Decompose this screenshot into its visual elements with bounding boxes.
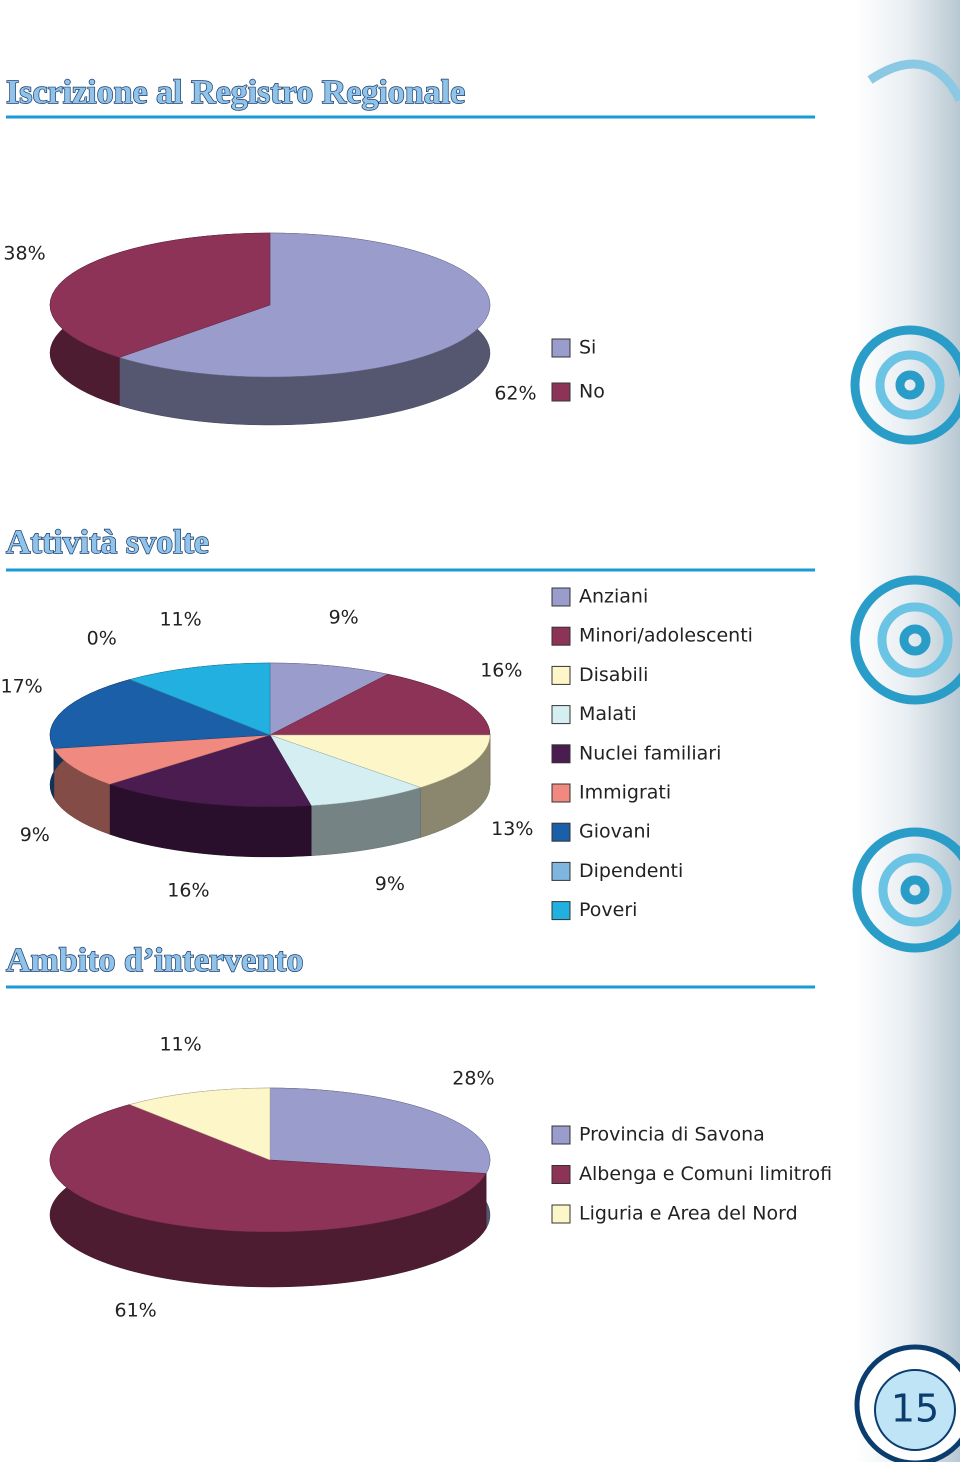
pie-slice [49, 232, 271, 358]
value-label: 9% [20, 824, 50, 846]
pie-slice [128, 1087, 271, 1161]
legend-label: Dipendenti [579, 860, 683, 882]
value-label: 9% [375, 873, 405, 895]
legend-label: Giovani [579, 821, 651, 843]
value-label: 16% [167, 880, 209, 902]
value-label: 13% [491, 818, 533, 840]
legend-label: No [579, 381, 605, 403]
pie-slice [108, 734, 312, 808]
section-title: Attività svolte [6, 524, 209, 561]
value-label: 0% [87, 628, 117, 650]
legend-swatch [551, 705, 571, 725]
pie-slice [49, 679, 271, 749]
pie-slice [269, 662, 389, 736]
legend-swatch [551, 822, 571, 842]
pie [49, 1087, 491, 1288]
pie-slice [53, 734, 271, 785]
legend-swatch [551, 861, 571, 881]
legend-label: Albenga e Comuni limitrofi [579, 1163, 832, 1185]
value-label: 9% [329, 606, 359, 628]
legend-swatch [551, 744, 571, 764]
legend-label: Immigrati [579, 782, 671, 804]
legend-label: Anziani [579, 586, 648, 608]
legend-label: Provincia di Savona [579, 1124, 765, 1146]
legend-swatch [551, 1165, 571, 1184]
pie-slice [49, 1104, 487, 1233]
legend-swatch [551, 901, 571, 921]
legend-label: Liguria e Area del Nord [579, 1203, 798, 1225]
legend-swatch [551, 587, 571, 607]
pie-slice [269, 734, 422, 806]
decoration-strip [850, 0, 960, 1462]
value-label: 16% [480, 660, 522, 682]
legend-label: Nuclei familiari [579, 742, 721, 764]
value-label: 11% [159, 1033, 201, 1055]
legend-label: Poveri [579, 899, 637, 921]
page-number: 15 [891, 1387, 939, 1431]
value-label: 28% [452, 1067, 494, 1089]
value-label: 11% [159, 608, 201, 630]
legend-swatch [551, 783, 571, 803]
pie-slice [269, 673, 491, 736]
value-label: 38% [3, 242, 45, 264]
pie-slice [118, 232, 491, 378]
pie [49, 232, 491, 426]
pie-slice [269, 734, 491, 788]
legend-label: Si [579, 337, 596, 359]
pie-slice [269, 1087, 491, 1174]
legend-swatch [551, 338, 571, 358]
section-title: Iscrizione al Registro Regionale [6, 74, 465, 111]
value-label: 17% [0, 676, 42, 698]
legend-label: Minori/adolescenti [579, 625, 753, 647]
legend-swatch [551, 626, 571, 646]
pie [49, 662, 491, 858]
value-label: 61% [114, 1300, 156, 1322]
value-label: 62% [494, 383, 536, 405]
section-title: Ambito d’intervento [6, 942, 303, 979]
legend-swatch [551, 382, 571, 402]
legend-swatch [551, 1125, 571, 1145]
legend-swatch [551, 1204, 571, 1224]
legend-label: Disabili [579, 664, 648, 686]
legend-label: Malati [579, 703, 637, 725]
legend-swatch [551, 665, 571, 685]
pie-slice [128, 662, 271, 736]
